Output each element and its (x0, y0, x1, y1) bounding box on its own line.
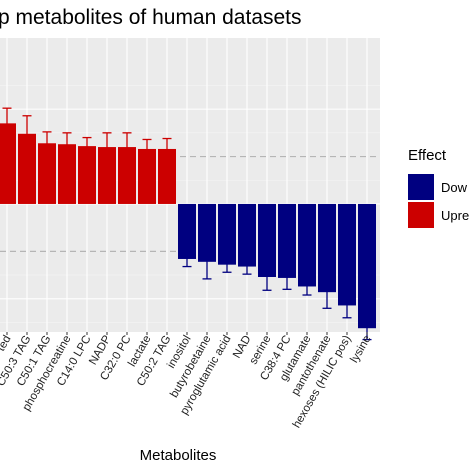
bar (218, 203, 236, 265)
x-tick-label: ted (0, 334, 14, 354)
bar (258, 203, 276, 277)
chart-title: p metabolites of human datasets (0, 6, 302, 29)
bar (158, 148, 176, 204)
bar (298, 203, 316, 287)
x-axis-label: Metabolites (140, 447, 217, 464)
bar (318, 203, 336, 293)
bar (118, 147, 136, 204)
bar (98, 147, 116, 204)
bar (58, 144, 76, 204)
legend-items: Dow Upre (408, 174, 469, 228)
bar (358, 203, 376, 329)
bar (198, 203, 216, 262)
legend-title: Effect (408, 147, 447, 164)
bar (238, 203, 256, 267)
x-tick-label: lysine (349, 334, 374, 365)
bar (178, 203, 196, 259)
legend-label: Dow (441, 180, 468, 195)
bar (38, 143, 56, 204)
bar (338, 203, 356, 306)
bar (78, 146, 96, 204)
bar (0, 123, 16, 204)
legend: Effect Dow Upre (408, 147, 469, 228)
bar (138, 148, 156, 204)
bar (18, 133, 36, 204)
legend-label: Upre (441, 208, 469, 223)
legend-key (408, 174, 434, 200)
legend-key (408, 202, 434, 228)
bar (278, 203, 296, 278)
